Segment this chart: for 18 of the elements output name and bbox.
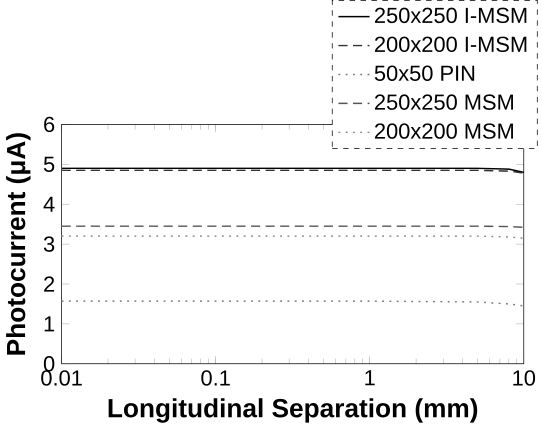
x-tick-label: 1 [365, 370, 375, 386]
legend-label: 50x50 PIN [374, 66, 474, 82]
y-tick-label: 3 [44, 236, 54, 252]
y-tick-label: 5 [44, 156, 54, 172]
y-tick-label: 2 [44, 276, 54, 292]
y-tick-label: 0 [44, 356, 54, 372]
x-axis-title: Longitudinal Separation (mm) [108, 398, 478, 423]
y-axis-title: Photocurrent (μA) [6, 133, 31, 355]
x-tick-label: 0.01 [41, 370, 82, 386]
y-tick-label: 4 [44, 196, 55, 212]
y-tick-label: 1 [44, 316, 54, 332]
y-tick-label: 6 [44, 116, 54, 132]
legend-label: 250x250 MSM [374, 94, 513, 110]
legend-label: 250x250 I-MSM [374, 8, 526, 24]
legend-label: 200x200 MSM [374, 123, 513, 139]
legend-label: 200x200 I-MSM [374, 36, 526, 52]
x-tick-label: 0.1 [201, 370, 230, 386]
x-tick-label: 10 [513, 370, 536, 386]
